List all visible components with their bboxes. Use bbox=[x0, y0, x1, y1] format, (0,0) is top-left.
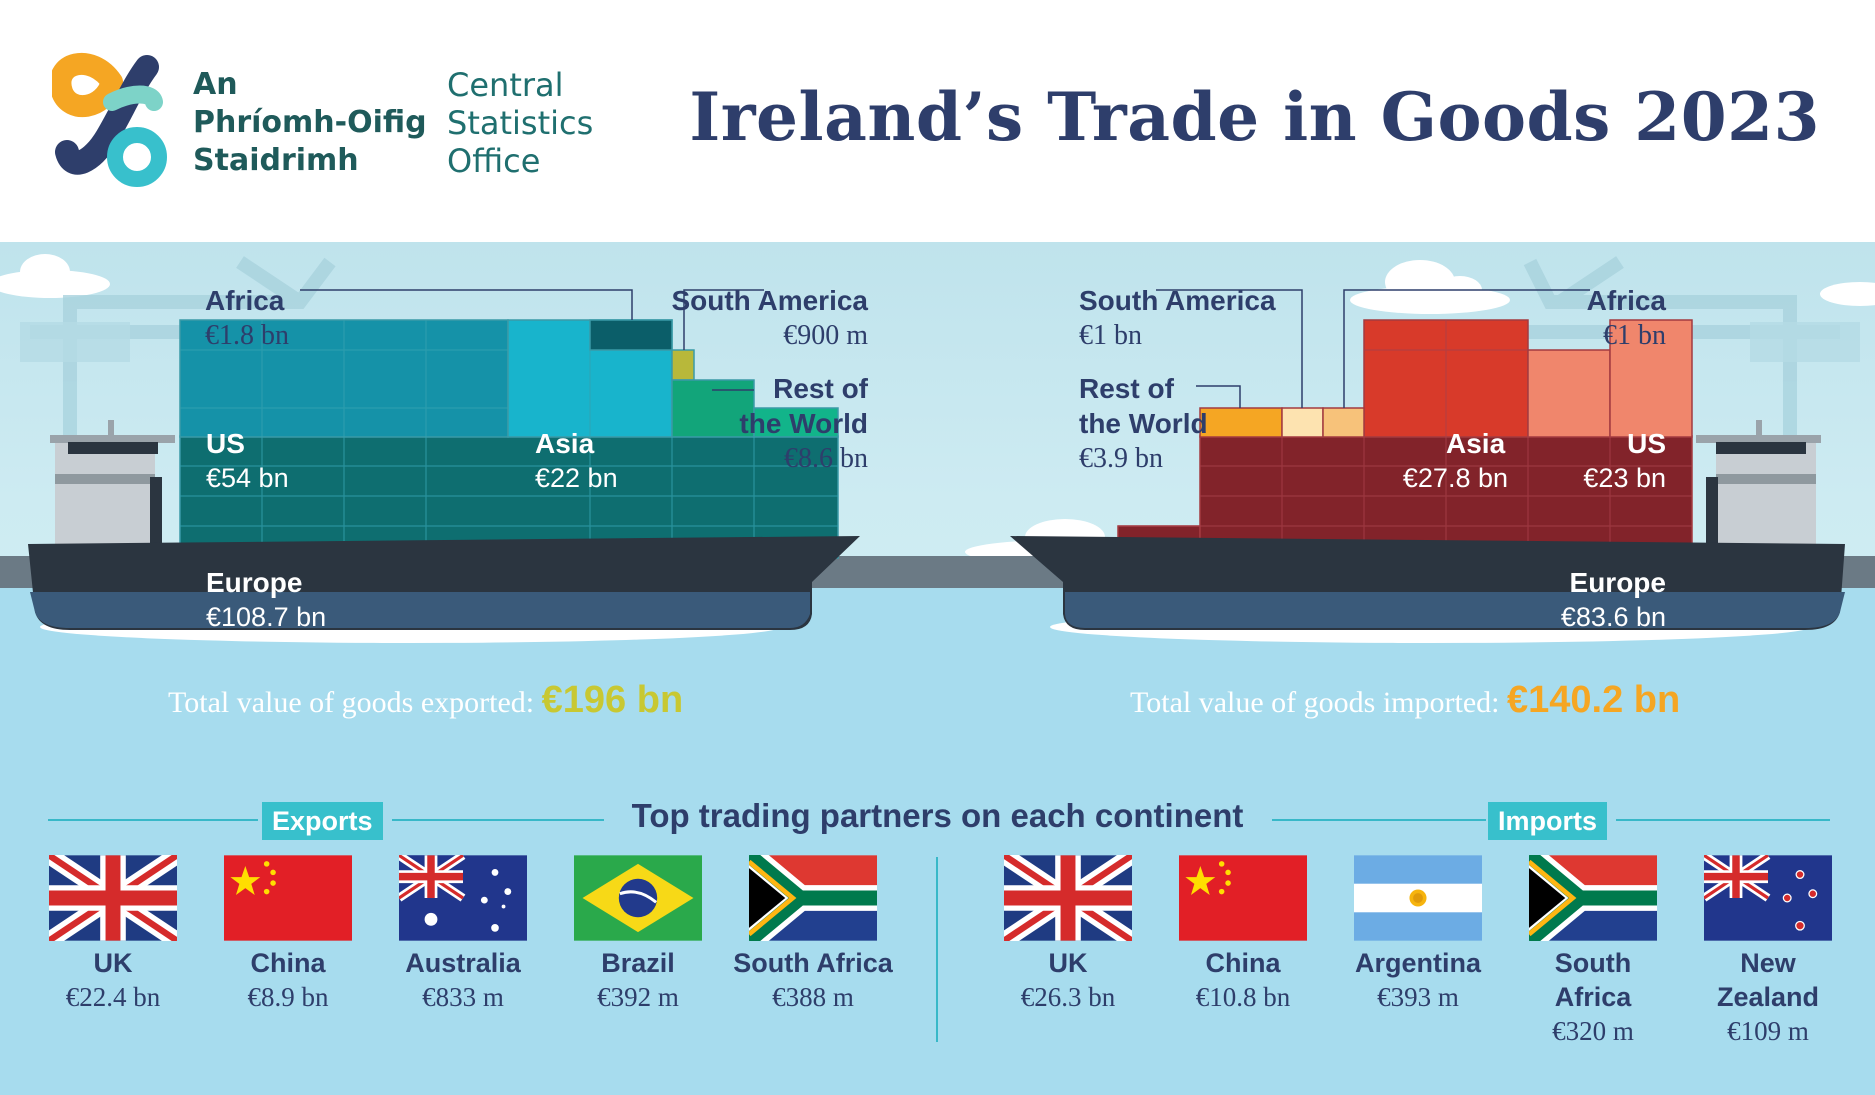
export-ship-bridge bbox=[50, 420, 175, 557]
export-partner-value-china: €8.9 bn bbox=[247, 982, 329, 1012]
import-partner-value-new-zealand: €109 m bbox=[1727, 1016, 1809, 1046]
export-us-value: €54 bn bbox=[206, 463, 289, 493]
export-partner-value-brazil: €392 m bbox=[597, 982, 679, 1012]
import-partner-name-new-zealand-1: New bbox=[1740, 948, 1796, 978]
export-europe-value: €108.7 bn bbox=[206, 602, 327, 632]
import-partner-name-uk: UK bbox=[1048, 948, 1088, 978]
import-total-label: Total value of goods imported: bbox=[1130, 686, 1500, 719]
imports-tag: Imports bbox=[1488, 802, 1608, 840]
export-partner-name-australia: Australia bbox=[405, 948, 521, 978]
logo-english-text: Central Statistics Office bbox=[447, 66, 593, 180]
import-us-value: €23 bn bbox=[1583, 463, 1666, 493]
logo-irish-text: An Phríomh-Oifig Staidrimh bbox=[193, 66, 427, 180]
export-total-value: €196 bn bbox=[541, 679, 684, 721]
import-partner-value-south-africa: €320 m bbox=[1552, 1016, 1634, 1046]
import-south-america-value: €1 bn bbox=[1079, 320, 1142, 351]
export-south-america-label: South America €900 m bbox=[560, 284, 868, 353]
import-europe-name: Europe bbox=[1569, 567, 1666, 598]
logo-irish-line3: Staidrimh bbox=[193, 143, 359, 178]
argentina-flag-icon bbox=[1354, 855, 1482, 941]
export-africa-name: Africa bbox=[205, 285, 285, 316]
import-europe-value: €83.6 bn bbox=[1560, 602, 1666, 632]
logo-english-line3: Office bbox=[447, 142, 541, 180]
import-total: Total value of goods imported: €140.2 bn bbox=[1130, 680, 1680, 723]
export-rest-of-world-name-2: the World bbox=[739, 408, 868, 439]
export-partner-value-australia: €833 m bbox=[422, 982, 504, 1012]
brazil-flag-icon bbox=[574, 855, 702, 941]
south-africa-flag-icon bbox=[749, 855, 877, 941]
china-flag-icon bbox=[224, 855, 352, 941]
export-asia-value: €22 bn bbox=[535, 463, 618, 493]
import-rest-of-world-value: €3.9 bn bbox=[1079, 443, 1163, 474]
export-partner-name-china: China bbox=[250, 948, 326, 978]
export-rest-of-world-value: €8.6 bn bbox=[784, 443, 868, 474]
page-title: Ireland’s Trade in Goods 2023 bbox=[689, 78, 1820, 156]
new-zealand-flag-icon bbox=[1704, 855, 1832, 941]
partners-title: Top trading partners on each continent bbox=[631, 797, 1244, 834]
import-partner-name-south-africa-1: South bbox=[1554, 948, 1632, 978]
export-partner-name-south-africa: South Africa bbox=[733, 948, 893, 978]
import-us-name: US bbox=[1627, 428, 1666, 459]
export-south-america-value: €900 m bbox=[783, 320, 868, 351]
south-africa-flag-icon bbox=[1529, 855, 1657, 941]
export-africa-label: Africa €1.8 bn bbox=[205, 284, 289, 353]
import-rest-of-world-name-2: the World bbox=[1079, 408, 1208, 439]
import-partner-value-china: €10.8 bn bbox=[1195, 982, 1291, 1012]
uk-flag-icon bbox=[49, 855, 177, 941]
import-partner-name-china: China bbox=[1205, 948, 1281, 978]
import-partner-value-argentina: €393 m bbox=[1377, 982, 1459, 1012]
export-partner-value-south-africa: €388 m bbox=[772, 982, 854, 1012]
logo-irish-line1: An bbox=[193, 67, 238, 102]
import-partner-name-new-zealand-2: Zealand bbox=[1716, 982, 1820, 1012]
import-partner-name-argentina: Argentina bbox=[1354, 948, 1481, 978]
export-us-name: US bbox=[206, 428, 245, 459]
export-partner-name-uk: UK bbox=[93, 948, 133, 978]
import-south-america-label: South America €1 bn bbox=[1079, 284, 1276, 353]
import-asia-value: €27.8 bn bbox=[1402, 463, 1508, 493]
china-flag-icon bbox=[1179, 855, 1307, 941]
uk-flag-icon bbox=[1004, 855, 1132, 941]
import-rest-of-world-name-1: Rest of bbox=[1079, 373, 1174, 404]
export-africa-value: €1.8 bn bbox=[205, 320, 289, 351]
import-ship-bridge bbox=[1696, 420, 1821, 557]
logo-english-line1: Central bbox=[447, 66, 564, 104]
import-partner-value-uk: €26.3 bn bbox=[1020, 982, 1116, 1012]
import-partner-name-south-africa-2: Africa bbox=[1554, 982, 1632, 1012]
import-south-america-name: South America bbox=[1079, 285, 1276, 316]
header: An Phríomh-Oifig Staidrimh Central Stati… bbox=[0, 0, 1875, 242]
cso-logo-icon bbox=[52, 53, 167, 187]
import-rest-of-world-label: Rest of the World €3.9 bn bbox=[1079, 372, 1208, 476]
export-partner-value-uk: €22.4 bn bbox=[65, 982, 161, 1012]
australia-flag-icon bbox=[399, 855, 527, 941]
import-total-value: €140.2 bn bbox=[1507, 679, 1681, 721]
logo-irish-line2: Phríomh-Oifig bbox=[193, 105, 427, 140]
import-africa-name: Africa bbox=[1586, 285, 1666, 316]
import-asia-name: Asia bbox=[1446, 428, 1506, 459]
export-rest-of-world-name-1: Rest of bbox=[773, 373, 868, 404]
export-asia-name: Asia bbox=[535, 428, 595, 459]
export-europe-name: Europe bbox=[206, 567, 303, 598]
export-partner-name-brazil: Brazil bbox=[601, 948, 675, 978]
import-africa-label: Africa €1 bn bbox=[1466, 284, 1666, 353]
harbour-scene bbox=[0, 254, 1875, 1095]
export-total: Total value of goods exported: €196 bn bbox=[168, 680, 683, 723]
import-africa-value: €1 bn bbox=[1603, 320, 1666, 351]
export-south-america-name: South America bbox=[671, 285, 868, 316]
export-rest-of-world-label: Rest of the World €8.6 bn bbox=[660, 372, 868, 476]
exports-tag: Exports bbox=[262, 802, 383, 840]
logo-english-line2: Statistics bbox=[447, 104, 594, 142]
export-total-label: Total value of goods exported: bbox=[168, 686, 535, 719]
